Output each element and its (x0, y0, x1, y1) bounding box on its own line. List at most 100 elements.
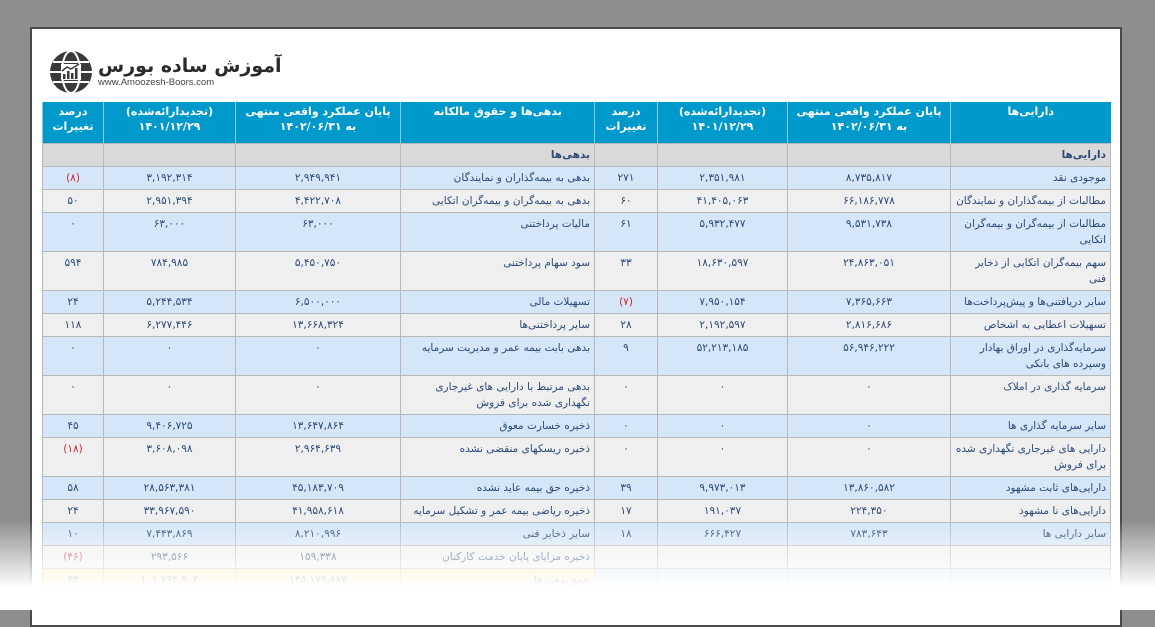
row-current-value: ۲,۸۱۶,۶۸۶ (787, 313, 951, 337)
row-previous-value: ۶,۲۷۷,۴۴۶ (103, 313, 236, 337)
row-change-percent: ۰ (42, 375, 104, 415)
table-row: سایر سرمایه گذاری ها ۰ ۰ ۰ (594, 414, 1111, 438)
row-label: ذخیره حق بیمه عاید نشده (400, 476, 595, 500)
table-row: موجودی نقد ۸,۷۳۵,۸۱۷ ۲,۳۵۱,۹۸۱ ۲۷۱ (594, 166, 1111, 190)
liab-section-empty (103, 143, 236, 167)
row-previous-value: ۱۰۱,۷۹۴,۹۰۲ (103, 568, 236, 592)
assets-section-row: دارایی‌ها (594, 143, 1111, 167)
row-label: ذخیره ریسکهای منقضی نشده (400, 437, 595, 477)
row-label: دارایی‌های نا مشهود (950, 499, 1111, 523)
row-previous-value: ۳,۱۹۲,۳۱۴ (103, 166, 236, 190)
row-current-value: ۱۴۵,۱۷۹,۸۸۷ (235, 568, 401, 592)
row-label: سایر ذخایر فنی (400, 522, 595, 546)
row-change-percent: ۰ (594, 375, 658, 415)
row-previous-value: ۷۸۴,۹۸۵ (103, 251, 236, 291)
row-current-value: ۱۳,۶۴۷,۸۶۴ (235, 414, 401, 438)
table-row: مطالبات از بیمه‌گران و بیمه‌گران اتکایی ۹… (594, 212, 1111, 252)
row-label: سود سهام پرداختنی (400, 251, 595, 291)
row-current-value: ۰ (787, 437, 951, 477)
row-change-percent: ۵۸ (42, 476, 104, 500)
row-previous-value: ۰ (657, 375, 788, 415)
row-previous-value: ۲۹۳,۵۶۶ (103, 545, 236, 569)
row-current-value: ۲۲۴,۳۵۰ (787, 499, 951, 523)
row-current-value: ۹,۵۳۱,۷۳۸ (787, 212, 951, 252)
globe-chart-icon (50, 50, 92, 94)
table-row: سهم بیمه‌گران اتکایی از ذخایر فنی ۲۴,۸۶۳,… (594, 251, 1111, 291)
liab-section-row: بدهی‌ها (42, 143, 595, 167)
row-previous-value: ۰ (103, 336, 236, 376)
row-change-percent: ۳۹ (594, 476, 658, 500)
row-current-value: ۴۱,۹۵۸,۶۱۸ (235, 499, 401, 523)
table-row: سرمایه‌گذاری در اوراق بهادار وسپرده های … (594, 336, 1111, 376)
report-card: آموزش ساده بورس www.Amoozesh-Boors.com ب… (30, 27, 1122, 627)
row-change-percent: ۱۱۸ (42, 313, 104, 337)
row-current-value: ۷,۳۶۵,۶۶۳ (787, 290, 951, 314)
row-current-value: ۷۸۳,۶۴۳ (787, 522, 951, 546)
liab-header-previous: (تجدیدارائه‌شده) ۱۴۰۱/۱۲/۲۹ (103, 102, 236, 144)
row-current-value: ۲,۹۶۴,۶۳۹ (235, 437, 401, 477)
table-row: بدهی مرتبط با دارایی های غیرجاری نگهداری… (42, 375, 595, 415)
row-previous-value: ۱۹۱,۰۳۷ (657, 499, 788, 523)
row-previous-value: ۵,۲۴۴,۵۳۴ (103, 290, 236, 314)
table-row: سایر پرداختنی‌ها ۱۳,۶۶۸,۳۲۴ ۶,۲۷۷,۴۴۶ ۱۱۸ (42, 313, 595, 337)
table-row: ذخیره حق بیمه عاید نشده ۴۵,۱۸۳,۷۰۹ ۲۸,۵۶۳,… (42, 476, 595, 500)
row-change-percent: ۵۰ (42, 189, 104, 213)
table-row: سرمایه گذاری در املاک ۰ ۰ ۰ (594, 375, 1111, 415)
row-previous-value: ۲,۹۵۱,۳۹۴ (103, 189, 236, 213)
row-change-percent: (۴۶) (42, 545, 104, 569)
liab-header-change: درصد تغییرات (42, 102, 104, 144)
site-logo[interactable]: آموزش ساده بورس www.Amoozesh-Boors.com (48, 47, 282, 97)
row-change-percent: ۴۵ (42, 414, 104, 438)
row-current-value: ۰ (235, 375, 401, 415)
row-current-value: ۵,۴۵۰,۷۵۰ (235, 251, 401, 291)
table-row: بدهی به بیمه‌گران و بیمه‌گران اتکایی ۴,۴۲… (42, 189, 595, 213)
assets-header-previous: (تجدیدارائه‌شده) ۱۴۰۱/۱۲/۲۹ (657, 102, 788, 144)
assets-section-empty (657, 143, 788, 167)
row-label: سهم بیمه‌گران اتکایی از ذخایر فنی (950, 251, 1111, 291)
row-previous-value: ۳,۶۰۸,۰۹۸ (103, 437, 236, 477)
row-label: سایر دارایی ها (950, 522, 1111, 546)
row-change-percent: ۲۸ (594, 313, 658, 337)
row-previous-value: ۰ (103, 375, 236, 415)
row-current-value: ۴,۴۲۲,۷۰۸ (235, 189, 401, 213)
row-change-percent: ۰ (42, 336, 104, 376)
row-previous-value: ۰ (657, 437, 788, 477)
row-previous-value: ۲,۱۹۲,۵۹۷ (657, 313, 788, 337)
row-current-value: ۴۵,۱۸۳,۷۰۹ (235, 476, 401, 500)
assets-section-empty (594, 143, 658, 167)
row-label: مالیات پرداختنی (400, 212, 595, 252)
row-label: بدهی بابت بیمه عمر و مدیریت سرمایه (400, 336, 595, 376)
liab-total-row: جمع بدهی ها ۱۴۵,۱۷۹,۸۸۷ ۱۰۱,۷۹۴,۹۰۲ ۴۳ (42, 568, 595, 592)
table-row: دارایی‌های نا مشهود ۲۲۴,۳۵۰ ۱۹۱,۰۳۷ ۱۷ (594, 499, 1111, 523)
row-change-percent (594, 545, 658, 569)
table-row: سود سهام پرداختنی ۵,۴۵۰,۷۵۰ ۷۸۴,۹۸۵ ۵۹۴ (42, 251, 595, 291)
row-change-percent: ۱۰ (42, 522, 104, 546)
liabilities-table: بدهی‌ها و حقوق مالکانه پایان عملکرد واقع… (42, 102, 595, 592)
row-current-value (787, 568, 951, 592)
row-label: سایر دریافتنی‌ها و پیش‌پرداخت‌ها (950, 290, 1111, 314)
row-previous-value: ۱۸,۶۳۰,۵۹۷ (657, 251, 788, 291)
row-label: ذخیره خسارت معوق (400, 414, 595, 438)
row-current-value: ۱۳,۶۶۸,۳۲۴ (235, 313, 401, 337)
row-current-value: ۶,۵۰۰,۰۰۰ (235, 290, 401, 314)
row-change-percent: ۹ (594, 336, 658, 376)
liab-section-title: بدهی‌ها (400, 143, 595, 167)
assets-header-label: دارایی‌ها (950, 102, 1111, 144)
row-previous-value: ۹,۴۰۶,۷۲۵ (103, 414, 236, 438)
table-row: تسهیلات مالی ۶,۵۰۰,۰۰۰ ۵,۲۴۴,۵۳۴ ۲۴ (42, 290, 595, 314)
table-row: ذخیره خسارت معوق ۱۳,۶۴۷,۸۶۴ ۹,۴۰۶,۷۲۵ ۴۵ (42, 414, 595, 438)
row-current-value (787, 545, 951, 569)
row-current-value: ۱۳,۸۶۰,۵۸۲ (787, 476, 951, 500)
table-row (594, 568, 1111, 592)
liab-header-label: بدهی‌ها و حقوق مالکانه (400, 102, 595, 144)
row-previous-value: ۵۲,۲۱۳,۱۸۵ (657, 336, 788, 376)
row-label: سرمایه گذاری در املاک (950, 375, 1111, 415)
row-label: سایر پرداختنی‌ها (400, 313, 595, 337)
row-label: بدهی به بیمه‌گذاران و نمایندگان (400, 166, 595, 190)
row-label: تسهیلات اعطایی به اشخاص (950, 313, 1111, 337)
row-change-percent: (۸) (42, 166, 104, 190)
row-previous-value (657, 545, 788, 569)
table-row: ذخیره مزایای پایان خدمت کارکنان ۱۵۹,۳۳۸ ۲۹… (42, 545, 595, 569)
row-previous-value: ۲۸,۵۶۳,۳۸۱ (103, 476, 236, 500)
row-previous-value: ۹,۹۷۳,۰۱۳ (657, 476, 788, 500)
